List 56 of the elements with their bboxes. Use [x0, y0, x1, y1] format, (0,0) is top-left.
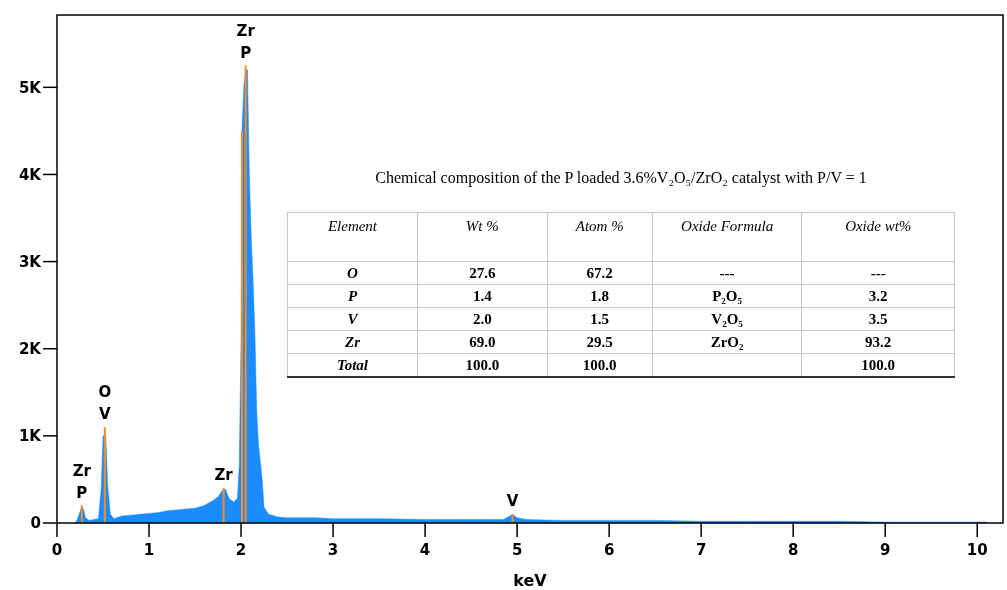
- x-tick-label: 10: [966, 541, 988, 559]
- annotation: Element: [287, 212, 418, 262]
- y-tick-label: 3K: [18, 252, 43, 271]
- annotation: Zr: [214, 466, 234, 485]
- annotation: 3.5: [801, 307, 955, 331]
- annotation: 100.0: [547, 353, 653, 377]
- annotation: V: [287, 307, 418, 331]
- annotation: Zr: [287, 330, 418, 354]
- annotation: Chemical composition of the P loaded 3.6%V₂O₅/ZrO₂ catalyst with P/V = 1: [375, 169, 867, 187]
- y-tick-label: 2K: [18, 339, 43, 358]
- y-tick-label: 5K: [18, 78, 43, 97]
- y-tick-label: 0: [30, 514, 41, 533]
- x-tick-label: 0: [51, 541, 63, 559]
- annotation: P: [76, 483, 88, 502]
- annotation: Zr: [72, 461, 92, 480]
- x-tick-label: 2: [235, 541, 247, 559]
- annotation: ZrO₂: [652, 330, 802, 354]
- annotation: 1.4: [417, 284, 548, 308]
- annotation: Total: [287, 353, 418, 377]
- x-tick-label: 7: [695, 541, 707, 559]
- x-tick-label: 1: [143, 541, 155, 559]
- annotation: P: [287, 284, 418, 308]
- x-axis-title: keV: [513, 571, 548, 590]
- annotation: Oxide Formula: [652, 212, 802, 262]
- annotation: 100.0: [801, 353, 955, 377]
- annotation: O: [98, 383, 112, 402]
- annotation: P₂O₅: [652, 284, 802, 308]
- annotation: 67.2: [547, 261, 653, 285]
- annotation: 1.5: [547, 307, 653, 331]
- annotation: Atom %: [547, 212, 653, 262]
- annotation: 93.2: [801, 330, 955, 354]
- annotation: Oxide wt%: [801, 212, 955, 262]
- annotation: Wt %: [417, 212, 548, 262]
- annotation: O: [287, 261, 418, 285]
- annotation: V₂O₅: [652, 307, 802, 331]
- x-tick-label: 3: [327, 541, 339, 559]
- annotation: ---: [652, 261, 802, 285]
- annotation: V: [506, 492, 519, 511]
- annotation: 2.0: [417, 307, 548, 331]
- x-tick-label: 9: [879, 541, 891, 559]
- x-tick-label: 5: [511, 541, 523, 559]
- annotation: 1.8: [547, 284, 653, 308]
- annotation: V: [99, 405, 112, 424]
- x-tick-label: 4: [419, 541, 431, 559]
- annotation: 100.0: [417, 353, 548, 377]
- y-tick-label: 1K: [18, 427, 43, 446]
- y-tick-label: 4K: [18, 165, 43, 184]
- annotation: 27.6: [417, 261, 548, 285]
- annotation: 29.5: [547, 330, 653, 354]
- x-tick-label: 6: [603, 541, 615, 559]
- annotation: ---: [801, 261, 955, 285]
- annotation: 3.2: [801, 284, 955, 308]
- annotation: P: [240, 43, 252, 62]
- annotation: Zr: [236, 21, 256, 40]
- annotation: 69.0: [417, 330, 548, 354]
- x-tick-label: 8: [787, 541, 799, 559]
